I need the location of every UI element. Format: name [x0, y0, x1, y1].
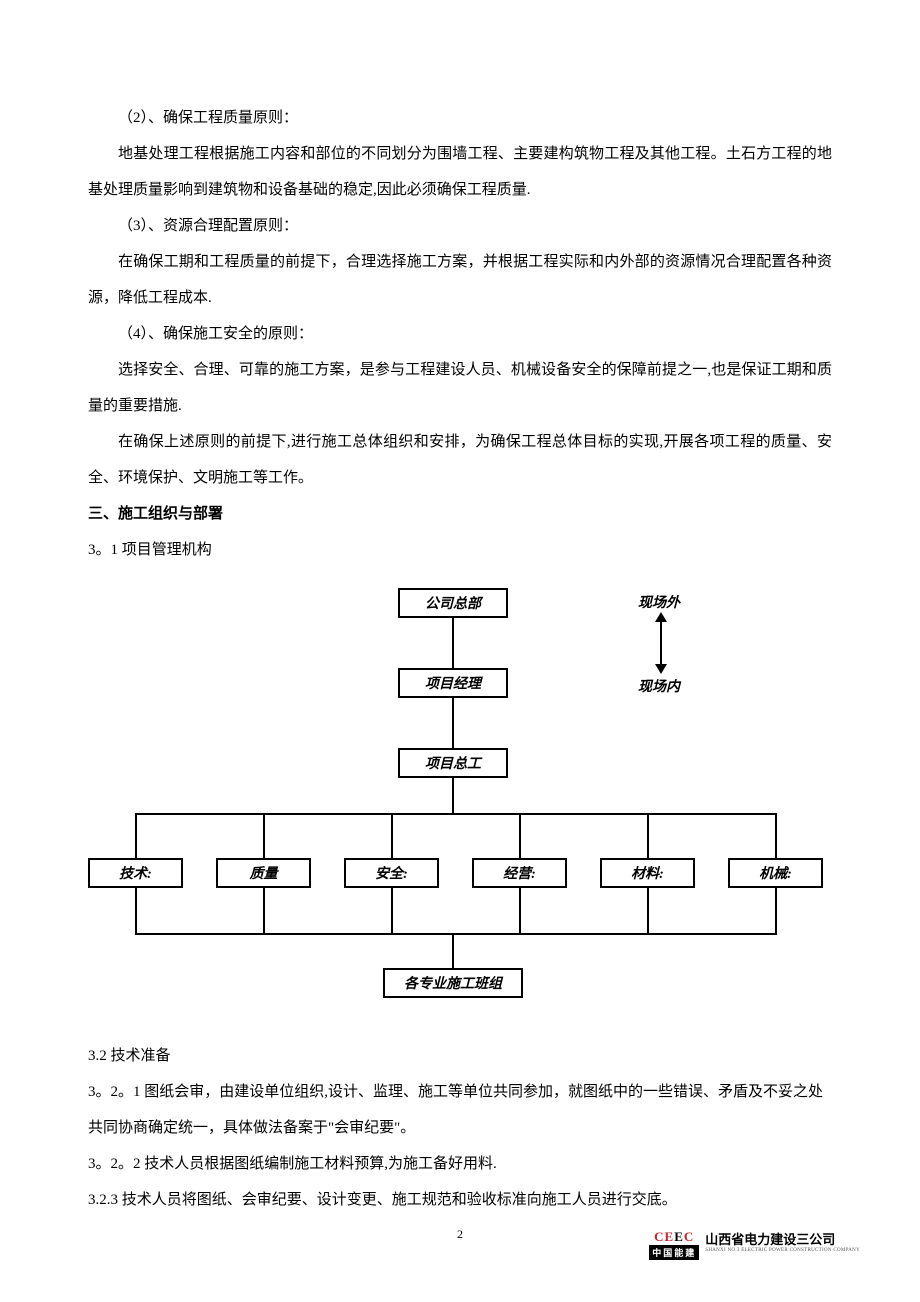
flow-chief: 项目总工 [398, 748, 508, 778]
drop-business [519, 813, 521, 858]
line-offsite-v [660, 622, 662, 644]
flow-hq: 公司总部 [398, 588, 508, 618]
flow-tech: 技术: [88, 858, 183, 888]
line-hq-pm [452, 618, 454, 668]
ceec-logo: CEEC [654, 1229, 694, 1245]
section-3-2-2: 3。2。2 技术人员根据图纸编制施工材料预算,为施工备好用料. [88, 1146, 832, 1182]
drop2-quality [263, 888, 265, 933]
drop2-material [647, 888, 649, 933]
line-bus-bottom [135, 933, 777, 935]
flow-pm-label: 项目经理 [425, 673, 481, 693]
drop-machine [775, 813, 777, 858]
company-cn: 山西省电力建设三公司 [705, 1229, 860, 1248]
para-principle-2-body: 地基处理工程根据施工内容和部位的不同划分为围墙工程、主要建构筑物工程及其他工程。… [88, 136, 832, 208]
company-en: SHANXI NO.3 ELECTRIC POWER CONSTRUCTION … [705, 1248, 860, 1253]
arrow-onsite [655, 664, 667, 674]
logo-block: CEEC 中国能建 [649, 1229, 699, 1260]
flow-teams-label: 各专业施工班组 [404, 973, 502, 993]
para-principle-2-title: （2）、确保工程质量原则： [88, 100, 832, 136]
section-3-1: 3。1 项目管理机构 [88, 532, 832, 568]
flow-safety-label: 安全: [375, 863, 408, 883]
flow-machine: 机械: [728, 858, 823, 888]
label-offsite: 现场外 [638, 592, 680, 612]
line-chief-down [452, 778, 454, 813]
para-principle-3-body: 在确保工期和工程质量的前提下，合理选择施工方案，并根据工程实际和内外部的资源情况… [88, 244, 832, 316]
flow-business: 经营: [472, 858, 567, 888]
flow-teams: 各专业施工班组 [383, 968, 523, 998]
drop2-business [519, 888, 521, 933]
drop2-safety [391, 888, 393, 933]
arrow-offsite [655, 612, 667, 622]
drop-quality [263, 813, 265, 858]
footer-logo: CEEC 中国能建 山西省电力建设三公司 SHANXI NO.3 ELECTRI… [649, 1229, 860, 1260]
label-onsite: 现场内 [638, 676, 680, 696]
section-3-2-3: 3.2.3 技术人员将图纸、会审纪要、设计变更、施工规范和验收标准向施工人员进行… [88, 1182, 832, 1218]
flow-business-label: 经营: [503, 863, 536, 883]
org-chart: 公司总部 现场外 项目经理 现场内 项目总工 技术: 质量 安全: 经营: 材料… [88, 578, 832, 1038]
flow-quality-label: 质量 [250, 863, 278, 883]
drop2-tech [135, 888, 137, 933]
flow-pm: 项目经理 [398, 668, 508, 698]
flow-machine-label: 机械: [759, 863, 792, 883]
line-to-teams [452, 933, 454, 968]
para-principle-4-body: 选择安全、合理、可靠的施工方案，是参与工程建设人员、机械设备安全的保障前提之一,… [88, 352, 832, 424]
company-block: 山西省电力建设三公司 SHANXI NO.3 ELECTRIC POWER CO… [705, 1229, 860, 1253]
flow-material-label: 材料: [631, 863, 664, 883]
page-number: 2 [457, 1227, 463, 1242]
para-principle-4-title: （4）、确保施工安全的原则： [88, 316, 832, 352]
section-3-title: 三、施工组织与部署 [88, 496, 832, 532]
para-principle-3-title: （3）、资源合理配置原则： [88, 208, 832, 244]
flow-hq-label: 公司总部 [425, 593, 481, 613]
line-onsite-v [660, 644, 662, 664]
line-bus-top [135, 813, 775, 815]
drop-tech [135, 813, 137, 858]
line-pm-chief [452, 698, 454, 748]
flow-material: 材料: [600, 858, 695, 888]
para-summary: 在确保上述原则的前提下,进行施工总体组织和安排，为确保工程总体目标的实现,开展各… [88, 424, 832, 496]
section-3-2-1: 3。2。1 图纸会审，由建设单位组织,设计、监理、施工等单位共同参加，就图纸中的… [88, 1074, 832, 1146]
drop2-machine [775, 888, 777, 933]
flow-safety: 安全: [344, 858, 439, 888]
flow-chief-label: 项目总工 [425, 753, 481, 773]
drop-safety [391, 813, 393, 858]
flow-tech-label: 技术: [119, 863, 152, 883]
section-3-2: 3.2 技术准备 [88, 1038, 832, 1074]
drop-material [647, 813, 649, 858]
flow-quality: 质量 [216, 858, 311, 888]
logo-sub: 中国能建 [649, 1245, 699, 1260]
